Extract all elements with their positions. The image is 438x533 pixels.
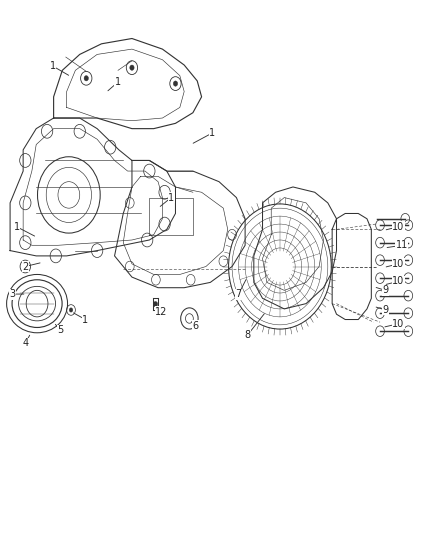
Text: 10: 10 [392,276,404,286]
Circle shape [130,65,134,70]
Text: 1: 1 [82,314,88,325]
Text: 1: 1 [168,192,174,203]
Text: 11: 11 [396,240,408,251]
Text: 1: 1 [115,77,121,87]
Circle shape [23,264,28,269]
Text: 10: 10 [392,222,404,232]
Text: 1: 1 [49,61,56,71]
Circle shape [173,81,178,86]
Text: 9: 9 [382,285,389,295]
Text: 3: 3 [9,289,15,299]
Circle shape [153,302,158,307]
Circle shape [84,76,88,81]
Text: 6: 6 [193,321,199,331]
Text: 10: 10 [392,319,404,329]
Text: 2: 2 [22,262,28,271]
Text: 10: 10 [392,259,404,269]
Text: 12: 12 [155,306,168,317]
Text: 4: 4 [22,338,28,349]
Text: 8: 8 [244,330,251,341]
Circle shape [69,308,73,312]
Text: 9: 9 [382,305,389,315]
Text: 1: 1 [14,222,20,232]
Text: 5: 5 [57,325,63,335]
Text: 7: 7 [236,289,242,299]
Text: 1: 1 [209,128,215,138]
